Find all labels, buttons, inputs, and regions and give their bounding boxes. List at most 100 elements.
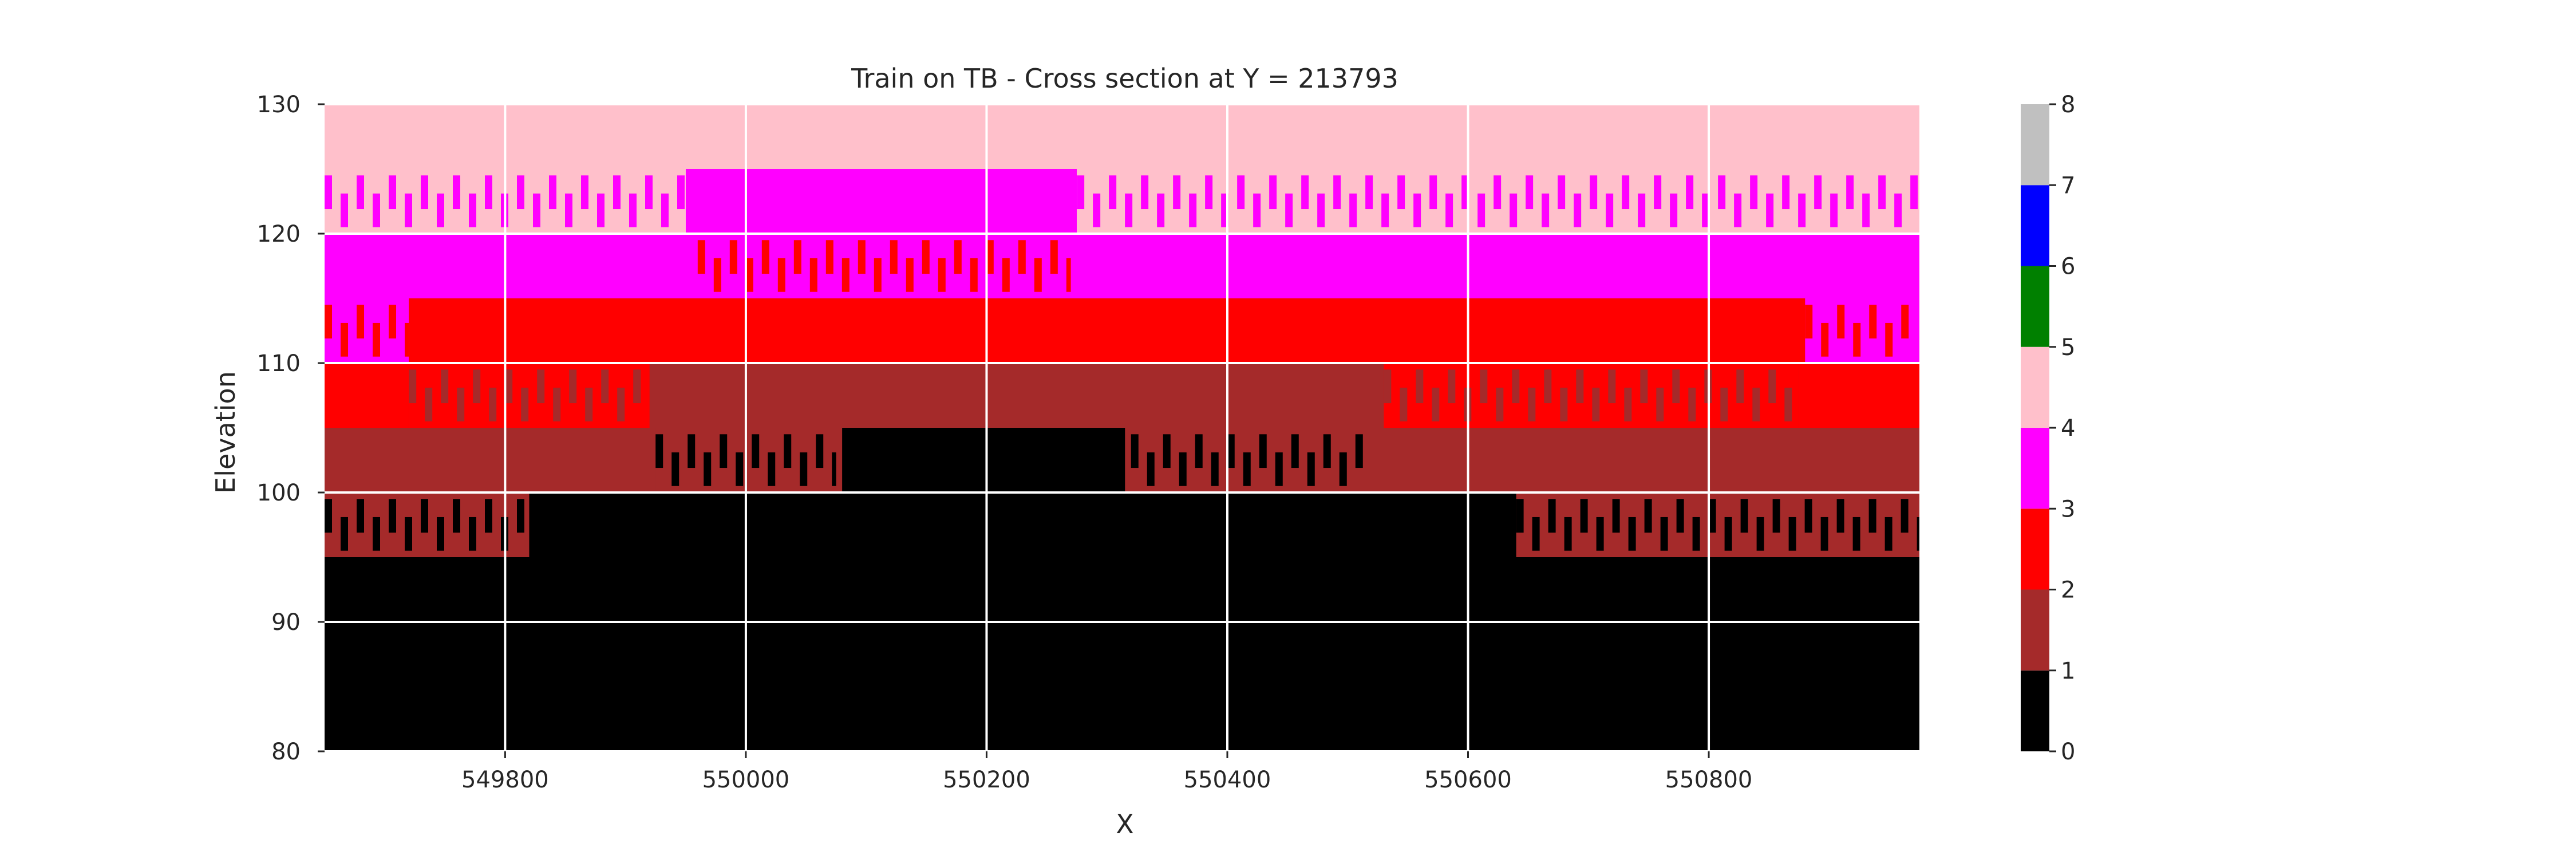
fringe-cell	[553, 387, 561, 421]
y-tick-label: 120	[257, 221, 301, 247]
colorbar-tick-label: 2	[2061, 577, 2075, 604]
fringe-base	[409, 363, 650, 428]
fringe-cell	[697, 240, 705, 274]
fringe-cell	[1448, 369, 1456, 404]
fringe-cell	[1131, 434, 1139, 468]
layer-class-3	[685, 169, 1077, 234]
fringe-cell	[1205, 175, 1213, 210]
fringe-cell	[809, 258, 817, 292]
fringe-cell	[585, 387, 593, 421]
fringe-cell	[581, 175, 588, 210]
y-tick-label: 110	[257, 350, 301, 377]
fringe-cell	[752, 434, 760, 468]
fringe-cell	[1814, 175, 1822, 210]
fringe-cell	[1195, 434, 1203, 468]
fringe-cell	[1141, 175, 1149, 210]
colorbar-swatch	[2021, 509, 2049, 590]
fringe-cell	[405, 193, 412, 227]
fringe-cell	[1542, 193, 1550, 227]
fringe-cell	[505, 369, 513, 404]
fringe-cell	[597, 193, 605, 227]
fringe-cell	[1512, 369, 1520, 404]
fringe-cell	[629, 193, 637, 227]
fringe-cell	[1576, 369, 1584, 404]
fringe-cell	[1878, 175, 1886, 210]
fringe-cell	[389, 175, 396, 210]
fringe-cell	[565, 193, 572, 227]
fringe-cell	[1708, 499, 1716, 533]
fringe-cell	[1532, 517, 1540, 551]
fringe-cell	[677, 175, 685, 210]
fringe-cell	[1480, 369, 1488, 404]
fringe-cell	[1901, 305, 1909, 339]
fringe-cell	[1644, 499, 1652, 533]
fringe-cell	[1628, 517, 1636, 551]
fringe-cell	[425, 387, 433, 421]
fringe-cell	[1416, 369, 1424, 404]
block-class-2	[325, 363, 409, 428]
fringe-cell	[341, 517, 348, 551]
fringe-cell	[357, 305, 364, 339]
fringe-cell	[1756, 517, 1764, 551]
fringe-cell	[1349, 193, 1357, 227]
fringe-cell	[1400, 387, 1408, 421]
grid-lines	[325, 103, 1919, 752]
fringe-base	[697, 234, 1071, 298]
fringe-cell	[1564, 517, 1572, 551]
fringe-cell	[720, 434, 728, 468]
y-axis: 80 90 100 110 120 130	[257, 92, 325, 765]
fringe-cell	[341, 322, 348, 357]
fringe-cell	[954, 240, 962, 274]
fringe-cell	[661, 193, 669, 227]
fringe-zone	[1805, 298, 1919, 363]
fringe-cell	[1686, 175, 1694, 210]
fringe-cell	[1269, 175, 1277, 210]
fringe-cell	[1034, 258, 1042, 292]
colorbar-swatch	[2021, 104, 2049, 186]
fringe-cell	[373, 193, 380, 227]
fringe-cell	[1820, 517, 1828, 551]
fringe-cell	[1852, 517, 1860, 551]
fringe-cell	[1885, 322, 1893, 357]
fringe-cell	[441, 369, 449, 404]
fringe-cell	[777, 258, 785, 292]
fringe-cell	[1596, 517, 1604, 551]
fringe-zone	[325, 492, 530, 557]
colorbar-swatch	[2021, 428, 2049, 509]
fringe-cell	[1125, 193, 1133, 227]
fringe-cell	[421, 175, 428, 210]
fringe-cell	[517, 175, 524, 210]
fringe-cell	[736, 452, 744, 486]
fringe-cell	[489, 387, 497, 421]
fringe-cell	[1516, 499, 1524, 533]
fringe-cell	[1622, 175, 1630, 210]
fringe-cell	[1862, 193, 1870, 227]
fringe-cell	[373, 517, 380, 551]
fringe-cell	[970, 258, 978, 292]
fringe-cell	[1173, 175, 1181, 210]
fringe-cell	[469, 193, 476, 227]
fringe-cell	[1285, 193, 1293, 227]
fringe-cell	[1002, 258, 1010, 292]
fringe-zone	[1131, 428, 1372, 492]
fringe-cell	[1253, 193, 1261, 227]
y-tick-label: 90	[271, 609, 301, 636]
fringe-cell	[1526, 175, 1534, 210]
fringe-cell	[1750, 175, 1758, 210]
fringe-zone	[325, 298, 409, 363]
fringe-cell	[1724, 517, 1732, 551]
fringe-cell	[1494, 175, 1502, 210]
fringe-cell	[1894, 193, 1902, 227]
fringe-cell	[1237, 175, 1245, 210]
x-tick-label: 550200	[943, 767, 1030, 793]
fringe-cell	[1544, 369, 1552, 404]
fringe-cell	[1830, 193, 1838, 227]
fringe-cell	[1638, 193, 1646, 227]
fringe-cell	[1381, 193, 1389, 227]
fringe-cell	[1477, 193, 1485, 227]
fringe-cell	[1317, 193, 1325, 227]
fringe-cell	[1510, 193, 1518, 227]
fringe-cell	[761, 240, 769, 274]
fringe-cell	[613, 175, 621, 210]
fringe-cell	[1736, 369, 1744, 404]
